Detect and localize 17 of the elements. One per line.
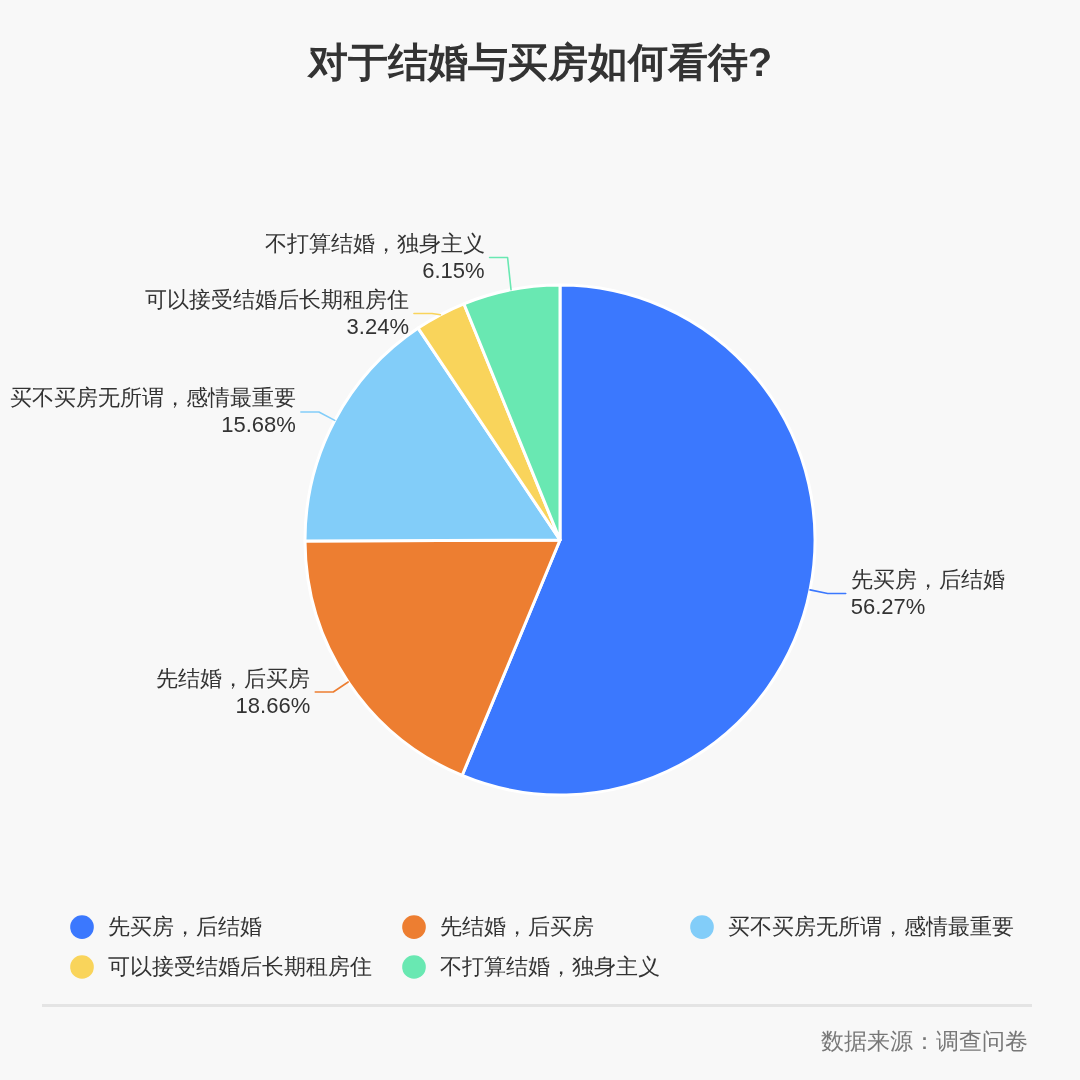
slice-label: 不打算结婚，独身主义 [264,230,485,256]
legend-label: 先结婚，后买房 [440,914,594,940]
data-label: 3.24% [346,313,409,339]
chart-title: 对于结婚与买房如何看待? [305,40,773,84]
slice-label: 先买房，后结婚 [850,566,1005,592]
legend-label: 不打算结婚，独身主义 [440,954,660,979]
data-label: 15.68% [221,412,296,438]
legend-label: 买不买房无所谓，感情最重要 [728,914,1014,940]
slice-label: 先结婚，后买房 [156,665,311,691]
legend-label: 可以接受结婚后长期租房住 [108,954,372,979]
source-note: 数据来源：调查问卷 [821,1027,1028,1056]
slice-label: 可以接受结婚后长期租房住 [144,286,409,312]
slice-label: 买不买房无所谓，感情最重要 [9,385,296,411]
legend-label: 先买房，后结婚 [108,914,262,940]
data-label: 18.66% [235,692,311,718]
data-label: 6.15% [422,257,485,283]
data-label: 56.27% [850,593,926,619]
